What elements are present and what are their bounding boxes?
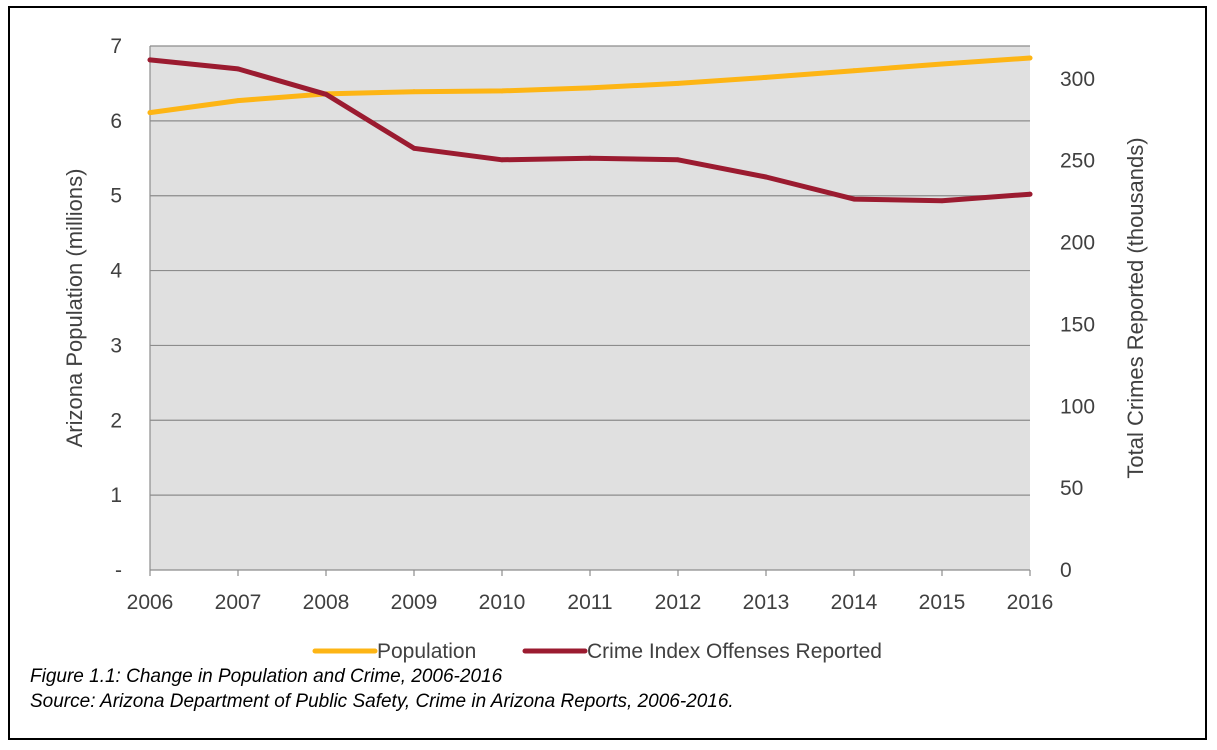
data-point bbox=[763, 75, 769, 80]
y-tick-label: 6 bbox=[110, 110, 122, 133]
legend-label-population: Population bbox=[377, 640, 476, 663]
data-point bbox=[939, 198, 945, 204]
data-point bbox=[147, 110, 153, 116]
data-point bbox=[499, 88, 505, 94]
y-tick-label: 4 bbox=[110, 260, 122, 283]
y-tick-label: 5 bbox=[110, 185, 122, 208]
y2-tick-label: 200 bbox=[1060, 232, 1095, 255]
data-point bbox=[147, 57, 153, 63]
plot-area bbox=[150, 46, 1030, 570]
series-layer bbox=[147, 55, 1033, 204]
left-axis-ticks: - 1 2 3 4 5 6 7 bbox=[110, 35, 122, 582]
x-axis-ticks: 2006 2007 2008 2009 2010 2011 2012 2013 2014 2015… bbox=[127, 570, 1054, 614]
y-tick-label: 3 bbox=[110, 334, 122, 357]
line-chart: - 1 2 3 4 5 6 7 0 50 100 150 200 250 300 2006 2007 2008… bbox=[62, 35, 1148, 663]
y2-axis-title: Total Crimes Reported (thousands) bbox=[1123, 137, 1148, 478]
y2-tick-label: 150 bbox=[1060, 313, 1095, 336]
x-tick-label: 2008 bbox=[303, 591, 350, 614]
y2-tick-label: 300 bbox=[1060, 68, 1095, 91]
data-point bbox=[499, 157, 505, 163]
data-point bbox=[939, 61, 945, 67]
y-tick-label: 7 bbox=[110, 35, 122, 58]
x-tick-label: 2009 bbox=[391, 591, 438, 614]
data-point bbox=[323, 91, 329, 97]
x-tick-label: 2007 bbox=[215, 591, 262, 614]
data-point bbox=[411, 89, 417, 95]
x-tick-label: 2011 bbox=[567, 591, 612, 614]
y-tick-label: 1 bbox=[110, 484, 122, 507]
x-tick-label: 2006 bbox=[127, 591, 174, 614]
x-tick-label: 2015 bbox=[919, 591, 966, 614]
legend: Population Crime Index Offenses Reported bbox=[312, 640, 882, 663]
data-point bbox=[675, 81, 681, 86]
x-tick-label: 2010 bbox=[479, 591, 526, 614]
figure-frame: - 1 2 3 4 5 6 7 0 50 100 150 200 250 300 2006 2007 2008… bbox=[8, 6, 1207, 740]
y-axis-title: Arizona Population (millions) bbox=[62, 169, 87, 448]
data-point bbox=[851, 68, 857, 74]
y-tick-label: 2 bbox=[110, 409, 122, 432]
data-point bbox=[235, 98, 241, 104]
y2-tick-label: 0 bbox=[1060, 559, 1072, 582]
figure-source: Source: Arizona Department of Public Saf… bbox=[30, 691, 734, 712]
y-tick-label: - bbox=[115, 559, 122, 582]
x-tick-label: 2014 bbox=[831, 591, 878, 614]
y2-tick-label: 50 bbox=[1060, 477, 1083, 500]
y2-tick-label: 250 bbox=[1060, 150, 1095, 173]
data-point bbox=[587, 85, 593, 91]
x-tick-label: 2012 bbox=[655, 591, 702, 614]
data-point bbox=[1027, 191, 1033, 197]
data-point bbox=[235, 66, 241, 72]
legend-label-crime: Crime Index Offenses Reported bbox=[587, 640, 882, 663]
data-point bbox=[411, 145, 417, 151]
data-point bbox=[1027, 55, 1033, 61]
y2-tick-label: 100 bbox=[1060, 395, 1095, 418]
figure-caption: Figure 1.1: Change in Population and Cri… bbox=[30, 666, 503, 687]
data-point bbox=[851, 196, 857, 202]
data-point bbox=[763, 174, 769, 180]
x-tick-label: 2016 bbox=[1007, 591, 1054, 614]
data-point bbox=[675, 157, 681, 163]
right-axis-ticks: 0 50 100 150 200 250 300 bbox=[1060, 68, 1095, 582]
data-point bbox=[587, 155, 593, 161]
x-tick-label: 2013 bbox=[743, 591, 790, 614]
